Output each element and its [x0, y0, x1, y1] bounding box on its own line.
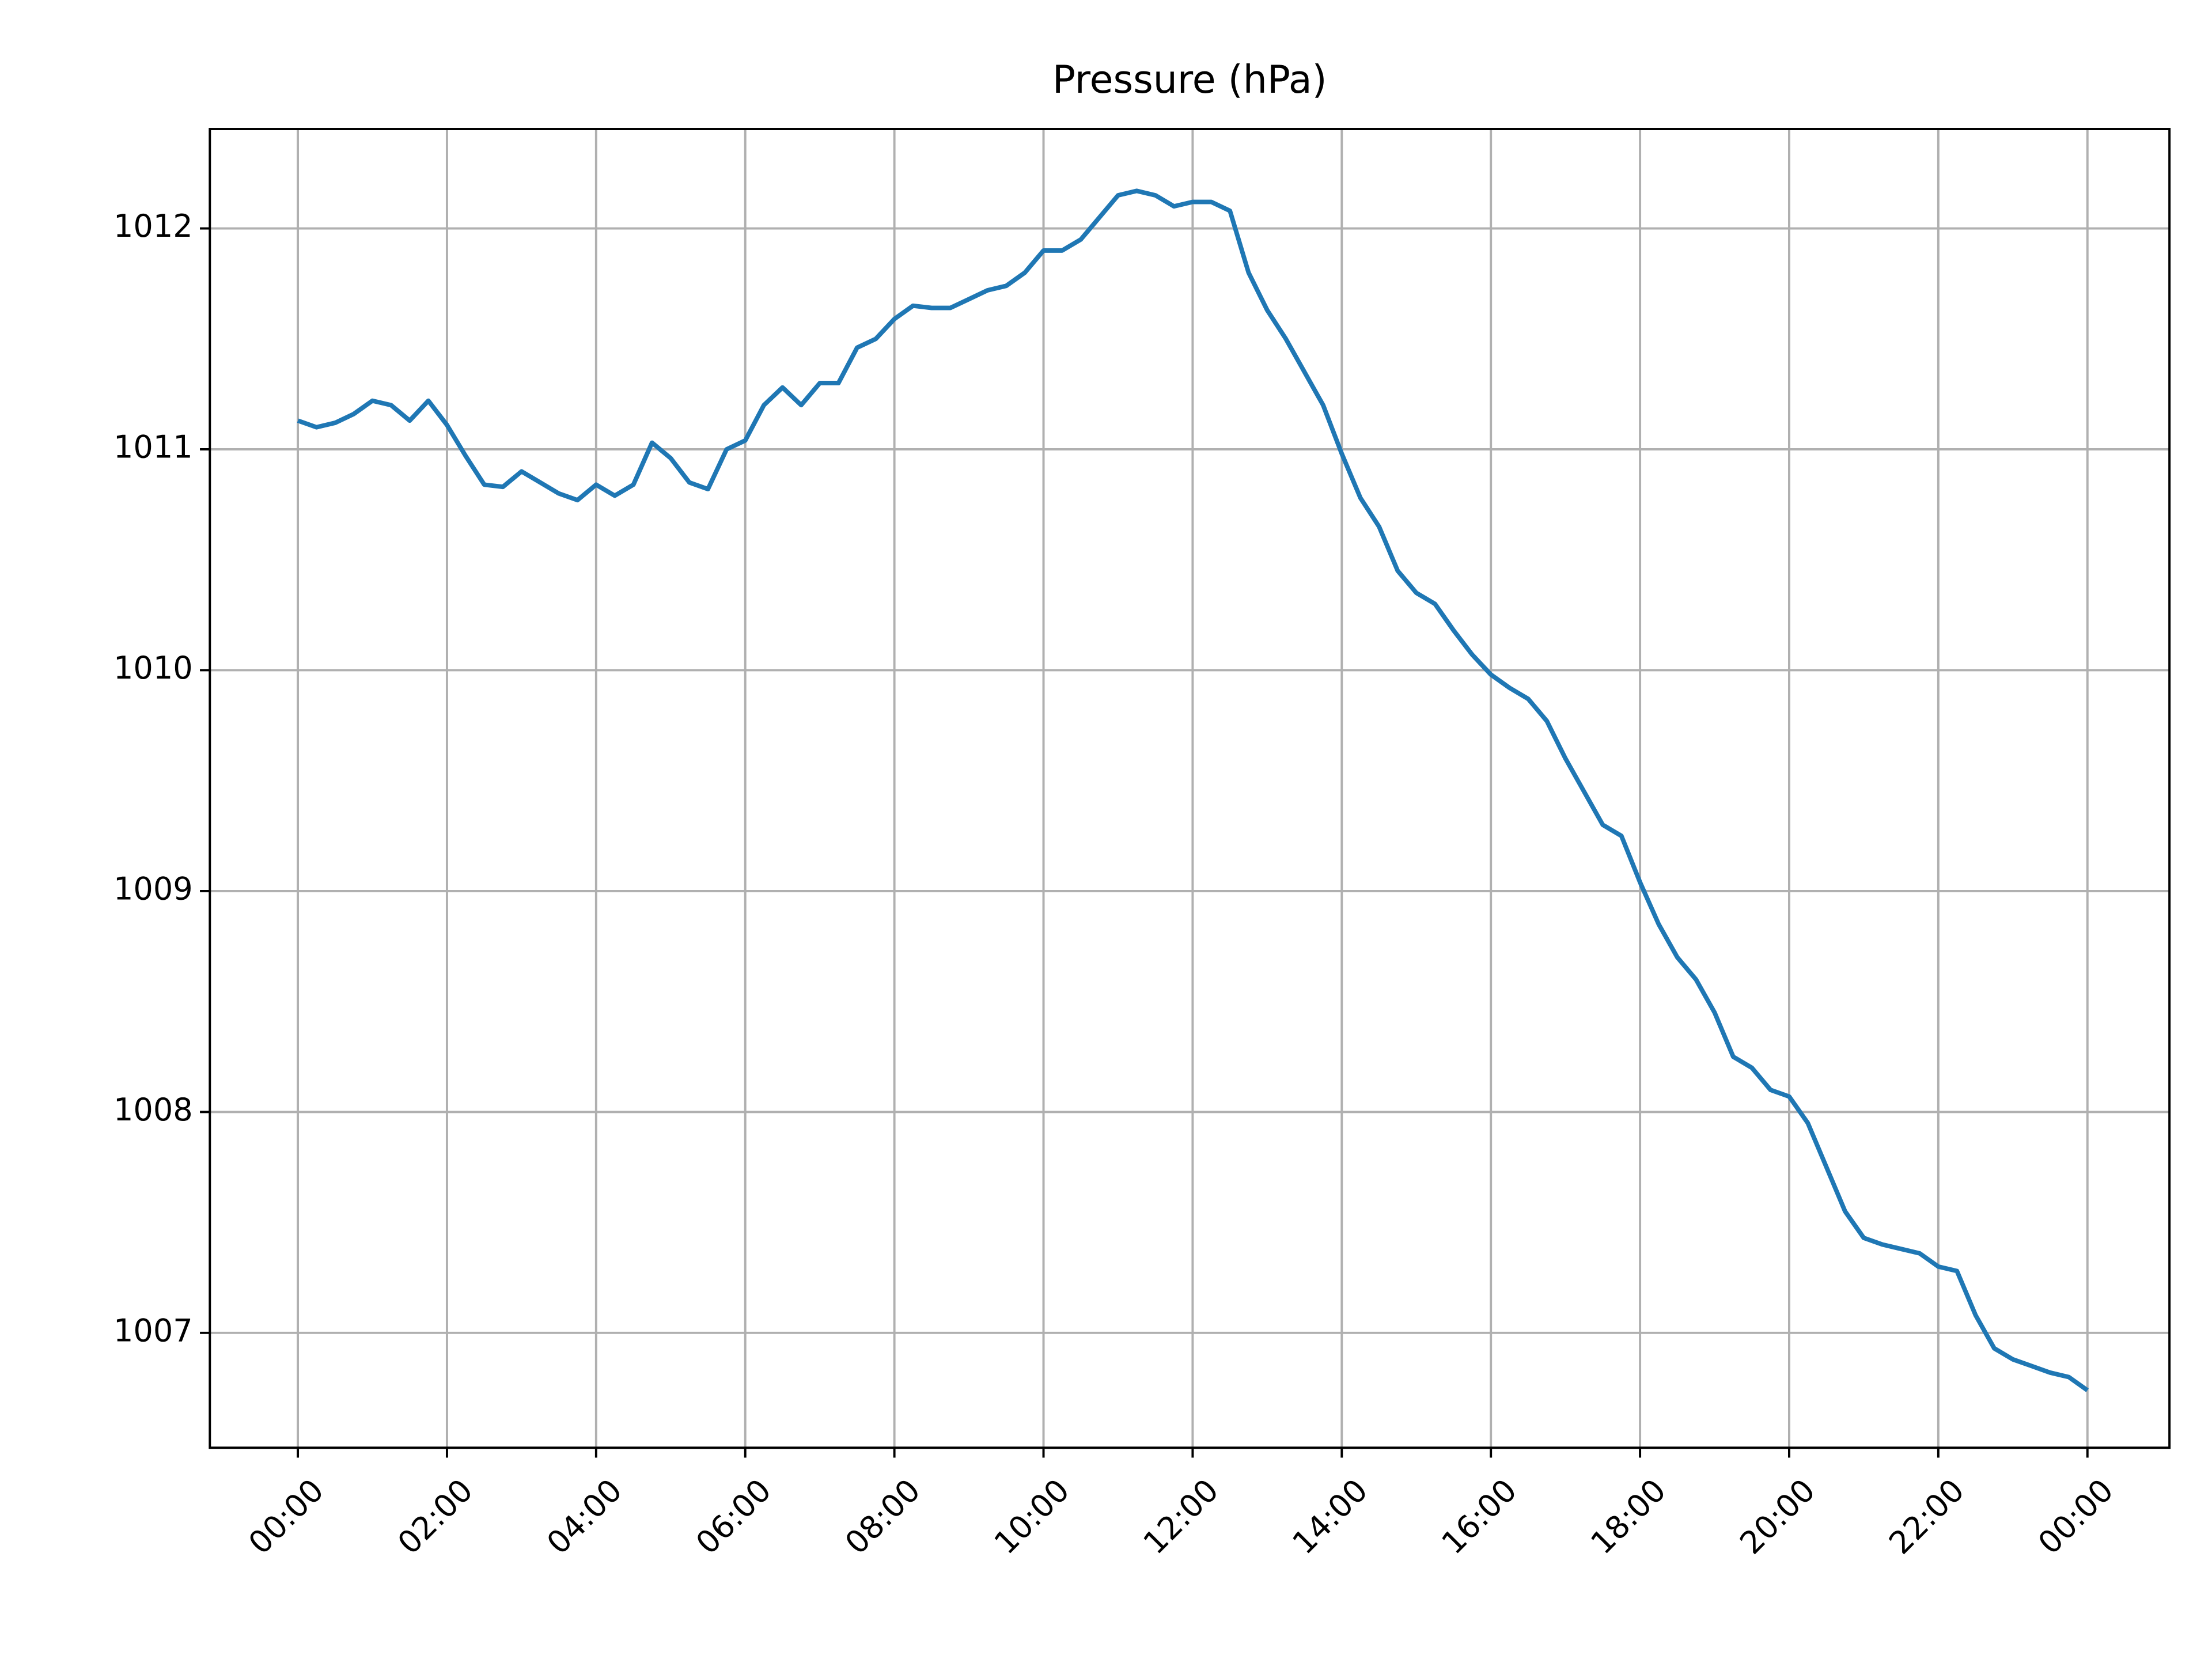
y-tick-label: 1009 [113, 871, 193, 907]
plot-frame [209, 128, 2171, 1449]
data-line [297, 188, 2089, 1392]
y-tick-label: 1007 [113, 1312, 193, 1349]
y-tick-label: 1012 [113, 208, 193, 244]
y-tick-label: 1011 [113, 429, 193, 465]
y-tick-label: 1010 [113, 650, 193, 686]
y-tick-label: 1008 [113, 1092, 193, 1128]
chart-title: Pressure (hPa) [1052, 57, 1327, 102]
